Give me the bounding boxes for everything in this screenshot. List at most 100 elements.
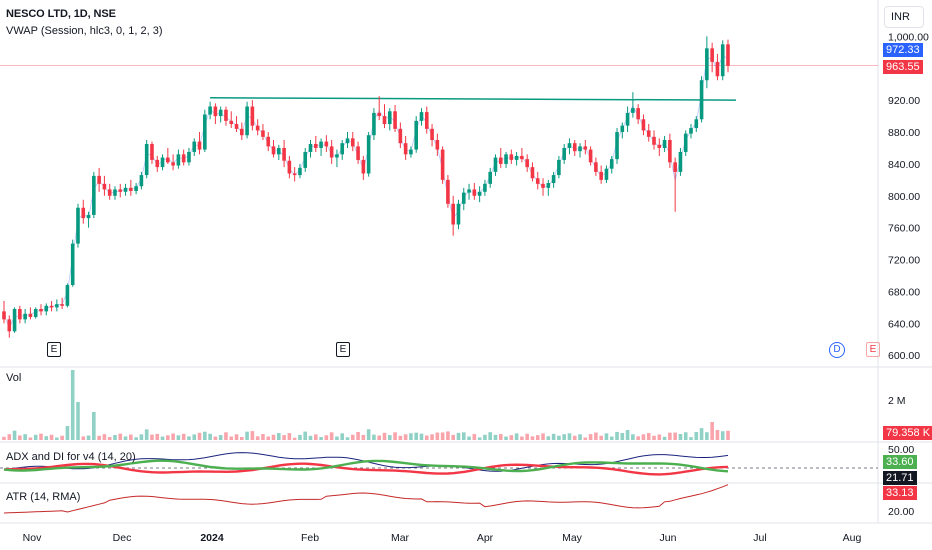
volume-bar (23, 434, 27, 440)
candle-body (499, 158, 503, 164)
candle-body (467, 189, 471, 192)
candle-body (668, 140, 672, 162)
candle-body (140, 175, 144, 186)
earnings-marker-upcoming[interactable]: E (866, 342, 880, 357)
volume-bar (483, 435, 487, 440)
volume-bar (652, 436, 656, 440)
price-tick-label: 640.00 (888, 318, 920, 330)
price-tick-label: 680.00 (888, 286, 920, 298)
volume-bar (187, 436, 191, 440)
adx-di-plus-tag: 33.60 (883, 455, 917, 469)
volume-bar (663, 437, 667, 440)
symbol-title[interactable]: NESCO LTD, 1D, NSE (6, 8, 116, 20)
candle-body (510, 154, 514, 160)
price-tick-label: 920.00 (888, 95, 920, 107)
volume-bar (330, 432, 334, 440)
candle-body (266, 137, 270, 147)
volume-bar (319, 437, 323, 440)
earnings-marker[interactable]: E (336, 342, 350, 357)
dividend-marker[interactable]: D (829, 342, 845, 358)
volume-bar (610, 437, 614, 440)
candle-body (594, 162, 598, 172)
candle-body (192, 142, 196, 152)
volume-bar (536, 435, 540, 440)
volume-bar (251, 431, 255, 440)
volume-bar (71, 370, 75, 440)
candle-body (525, 159, 529, 167)
candle-body (589, 150, 593, 163)
candle-body (663, 140, 667, 148)
candle-body (462, 193, 466, 204)
candle-body (34, 309, 38, 317)
volume-bar (325, 435, 329, 440)
volume-bar (647, 433, 651, 440)
volume-bar (145, 429, 149, 440)
candle-body (18, 309, 22, 319)
volume-bar (13, 431, 17, 440)
candle-body (441, 150, 445, 180)
volume-bar (605, 433, 609, 440)
volume-bar (261, 434, 265, 440)
volume-bar (177, 435, 181, 440)
volume-bar (457, 433, 461, 440)
volume-legend[interactable]: Vol (6, 372, 21, 384)
candle-body (642, 119, 646, 130)
volume-bar (309, 436, 313, 440)
time-axis: Nov Dec 2024 Feb Mar Apr May Jun Jul Aug (23, 532, 862, 544)
volume-bar (642, 434, 646, 440)
price-tick-label: 880.00 (888, 127, 920, 139)
candle-body (568, 143, 572, 148)
resistance-trendline (210, 98, 736, 100)
volume-bar (568, 433, 572, 440)
volume-bar (266, 437, 270, 440)
candle-body (319, 142, 323, 148)
adx-legend[interactable]: ADX and DI for v4 (14, 20) (6, 451, 136, 463)
candle-body (557, 160, 561, 175)
earnings-marker[interactable]: E (47, 342, 61, 357)
volume-bar (55, 438, 59, 440)
vwap-line (4, 55, 728, 328)
volume-bar (631, 434, 635, 440)
candle-body (182, 154, 186, 162)
volume-bars (2, 370, 730, 440)
volume-bar (367, 429, 371, 440)
volume-bar (203, 432, 207, 440)
volume-bar (219, 435, 223, 440)
volume-bar (362, 435, 366, 440)
candle-body (483, 184, 487, 192)
volume-bar (705, 432, 709, 440)
time-tick-label: Jul (753, 532, 766, 544)
volume-bar (721, 431, 725, 440)
candle-body (66, 285, 70, 306)
candle-body (7, 319, 11, 331)
candle-body (689, 128, 693, 134)
volume-bar (129, 435, 133, 440)
volume-bar (578, 434, 582, 440)
candle-body (335, 154, 339, 157)
currency-selector[interactable]: INR (884, 6, 924, 28)
volume-bar (436, 433, 440, 440)
candle-body (314, 144, 318, 148)
volume-bar (615, 432, 619, 440)
volume-bar (351, 435, 355, 440)
candle-body (224, 110, 228, 121)
candle-body (81, 208, 85, 218)
volume-bar (97, 436, 101, 440)
atr-legend[interactable]: ATR (14, RMA) (6, 491, 80, 503)
candle-body (705, 48, 709, 80)
candle-body (325, 142, 329, 147)
candle-body (621, 126, 625, 132)
vwap-legend[interactable]: VWAP (Session, hlc3, 0, 1, 2, 3) (6, 25, 163, 37)
candle-body (430, 129, 434, 140)
candle-body (108, 189, 112, 195)
candle-body (679, 152, 683, 172)
volume-bar (60, 436, 64, 440)
volume-bar (66, 426, 70, 440)
candle-body (214, 107, 218, 117)
candle-body (716, 62, 720, 76)
candle-body (303, 152, 307, 168)
price-tick-label: 800.00 (888, 191, 920, 203)
volume-bar (446, 431, 450, 440)
volume-bar (573, 436, 577, 440)
